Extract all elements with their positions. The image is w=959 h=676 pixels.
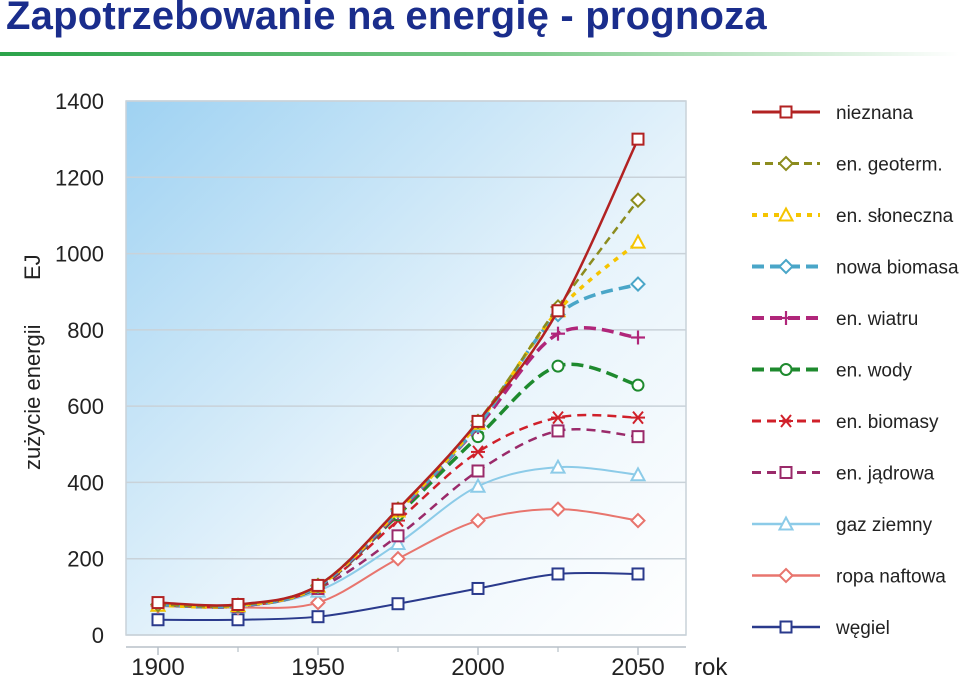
legend-label: nieznana	[836, 103, 914, 124]
legend-marker	[777, 515, 795, 531]
data-point	[631, 430, 645, 444]
legend-marker	[778, 567, 794, 584]
data-point	[471, 464, 485, 478]
series-węgiel	[151, 567, 645, 627]
y-tick-label: 400	[67, 470, 104, 495]
legend-item: węgiel	[752, 618, 890, 639]
legend-item: en. biomasy	[752, 412, 939, 433]
data-point	[389, 534, 407, 550]
data-point	[631, 132, 645, 146]
y-tick-label: 800	[67, 318, 104, 343]
data-point	[231, 613, 245, 627]
legend-item: en. wody	[752, 361, 913, 382]
legend-marker	[779, 414, 793, 428]
y-tick-label: 200	[67, 547, 104, 572]
x-tick-label: 1950	[291, 654, 344, 676]
data-point	[631, 378, 645, 392]
y-axis-label: zużycie energii	[20, 324, 45, 470]
data-point	[231, 597, 245, 611]
legend-marker	[778, 258, 794, 275]
legend-marker	[779, 363, 793, 376]
data-point	[630, 276, 646, 292]
legend-marker	[779, 620, 793, 634]
legend-item: ropa naftowa	[752, 567, 946, 588]
data-point	[471, 581, 485, 595]
data-point	[630, 192, 646, 209]
data-point	[551, 410, 565, 425]
data-point	[551, 359, 565, 373]
legend-item: en. geoterm.	[752, 155, 943, 176]
legend-item: en. wiatru	[752, 309, 918, 330]
legend-marker	[779, 466, 793, 479]
series-nieznana	[151, 132, 645, 611]
data-point	[311, 610, 325, 624]
data-point	[310, 594, 326, 611]
legend-label: en. geoterm.	[836, 155, 943, 176]
y-tick-label: 1200	[55, 165, 104, 190]
data-point	[471, 445, 485, 459]
legend-item: en. słoneczna	[752, 206, 954, 227]
data-point	[391, 597, 405, 611]
data-point	[629, 233, 647, 249]
data-point	[629, 466, 647, 482]
marker-stroke	[780, 414, 792, 428]
data-point	[631, 410, 645, 425]
plot-frame	[125, 100, 687, 636]
data-point	[151, 613, 165, 627]
legend-label: en. słoneczna	[836, 206, 954, 227]
x-tick-label: 2000	[451, 654, 504, 676]
legend-marker	[778, 155, 794, 172]
legend-label: en. wiatru	[836, 309, 918, 330]
marker-stroke	[472, 445, 484, 459]
y-tick-label: 600	[67, 394, 104, 419]
legend-label: ropa naftowa	[836, 567, 946, 588]
y-tick-label: 1400	[55, 89, 104, 114]
legend-label: en. jądrowa	[836, 464, 935, 485]
y-axis-unit: EJ	[20, 254, 45, 280]
legend-marker	[777, 206, 795, 222]
data-point	[551, 326, 565, 341]
x-tick-label: 1900	[131, 654, 184, 676]
data-point	[550, 501, 566, 518]
legend-marker	[779, 105, 793, 119]
data-point	[471, 414, 485, 428]
legend-item: nowa biomasa	[752, 258, 959, 279]
data-point	[551, 424, 565, 438]
series-line	[157, 138, 640, 607]
x-axis-label: rok	[694, 654, 728, 676]
data-point	[630, 512, 646, 529]
legend-label: węgiel	[835, 618, 890, 639]
legend-label: en. wody	[836, 361, 913, 382]
legend-item: en. jądrowa	[752, 464, 935, 485]
data-point	[631, 330, 645, 345]
data-point	[551, 304, 565, 318]
data-point	[549, 458, 567, 474]
legend-label: gaz ziemny	[836, 515, 933, 536]
legend-label: nowa biomasa	[836, 258, 959, 279]
data-point	[551, 567, 565, 581]
data-point	[390, 550, 406, 567]
legend-item: gaz ziemny	[752, 515, 933, 536]
marker-stroke	[632, 410, 644, 425]
legend-marker	[779, 311, 793, 325]
x-tick-label: 2050	[611, 654, 664, 676]
data-point	[631, 567, 645, 581]
y-tick-label: 1000	[55, 242, 104, 267]
data-point	[391, 529, 405, 543]
title-divider	[0, 52, 959, 56]
legend-label: en. biomasy	[836, 412, 939, 433]
data-point	[151, 596, 165, 610]
data-point	[470, 512, 486, 529]
legend-item: nieznana	[752, 103, 914, 124]
marker-stroke	[552, 410, 564, 425]
data-point	[469, 477, 487, 493]
y-tick-label: 0	[92, 623, 104, 648]
slide-title: Zapotrzebowanie na energię - prognoza	[6, 0, 767, 38]
data-point	[391, 502, 405, 516]
data-point	[311, 578, 325, 592]
